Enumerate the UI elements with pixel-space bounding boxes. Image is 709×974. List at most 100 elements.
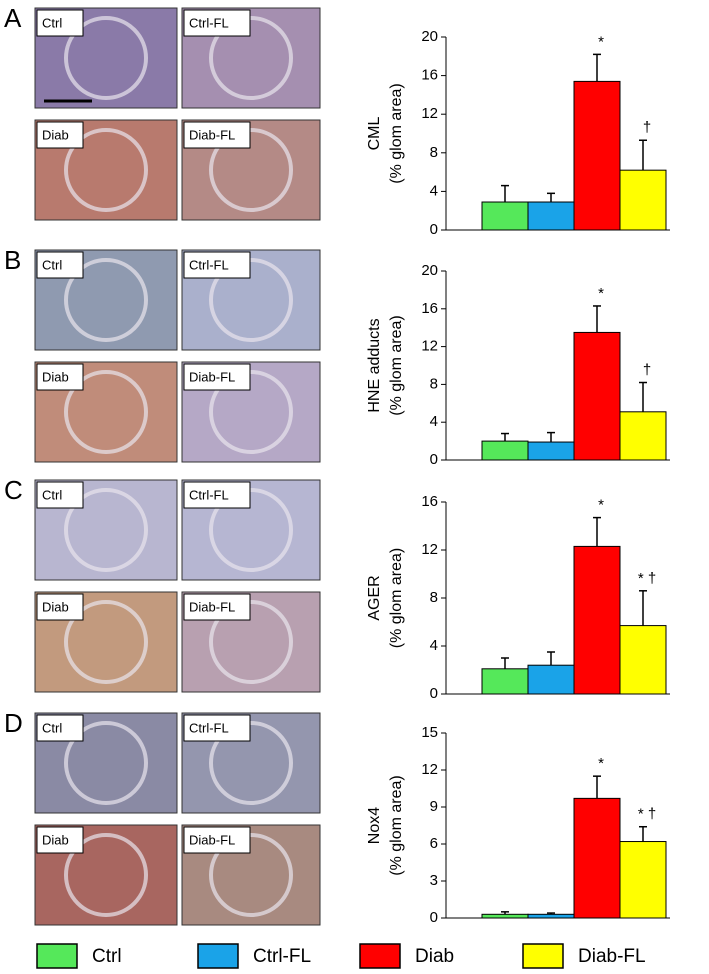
legend-label: Ctrl-FL bbox=[253, 946, 311, 967]
legend-label: Diab bbox=[415, 946, 454, 967]
y-axis-label: CML bbox=[366, 117, 383, 151]
image-label-box bbox=[183, 714, 251, 742]
glomerulus bbox=[64, 833, 148, 917]
y-tick-label: 0 bbox=[430, 909, 438, 926]
image-label-box bbox=[36, 593, 84, 621]
image-label-box bbox=[183, 121, 251, 149]
image-label: Ctrl-FL bbox=[189, 257, 229, 272]
panel-letter: D bbox=[4, 708, 23, 738]
y-tick-label: 16 bbox=[421, 67, 438, 84]
glomerulus bbox=[209, 488, 293, 572]
image-label-box bbox=[183, 826, 251, 854]
y-axis-label: Nox4 bbox=[366, 807, 383, 844]
image-label: Diab-FL bbox=[189, 369, 235, 384]
image-label: Ctrl bbox=[42, 15, 62, 30]
image-label-box bbox=[36, 714, 84, 742]
significance-mark: * † bbox=[638, 806, 656, 823]
glomerulus bbox=[209, 128, 293, 212]
glomerulus bbox=[209, 370, 293, 454]
glomerulus bbox=[64, 600, 148, 684]
image-label-box bbox=[36, 363, 84, 391]
image-label: Ctrl bbox=[42, 720, 62, 735]
legend-label: Ctrl bbox=[92, 946, 122, 967]
significance-mark: * bbox=[598, 33, 604, 50]
glomerulus bbox=[64, 16, 148, 100]
legend-label: Diab-FL bbox=[578, 946, 646, 967]
image-label-box bbox=[36, 9, 84, 37]
y-tick-label: 8 bbox=[430, 144, 438, 161]
y-tick-label: 4 bbox=[430, 182, 438, 199]
panel-letter: B bbox=[4, 245, 21, 275]
y-axis-label: (% glom area) bbox=[388, 775, 405, 875]
bar bbox=[619, 625, 667, 695]
glomerulus bbox=[209, 258, 293, 342]
bar bbox=[527, 664, 575, 695]
y-tick-label: 0 bbox=[430, 451, 438, 468]
significance-mark: † bbox=[643, 119, 651, 136]
y-axis-label: AGER bbox=[366, 575, 383, 620]
glomerulus bbox=[209, 600, 293, 684]
glomerulus bbox=[64, 721, 148, 805]
y-axis-label: (% glom area) bbox=[388, 315, 405, 415]
image-label: Diab bbox=[42, 599, 69, 614]
y-tick-label: 12 bbox=[421, 761, 438, 778]
image-label-box bbox=[183, 481, 251, 509]
bar bbox=[527, 201, 575, 231]
y-tick-label: 15 bbox=[421, 724, 438, 741]
glomerulus bbox=[209, 16, 293, 100]
y-tick-label: 12 bbox=[421, 541, 438, 558]
significance-mark: * bbox=[598, 755, 604, 772]
image-label-box bbox=[183, 363, 251, 391]
y-tick-label: 8 bbox=[430, 589, 438, 606]
image-label-box bbox=[36, 121, 84, 149]
significance-mark: * bbox=[598, 497, 604, 514]
y-tick-label: 3 bbox=[430, 872, 438, 889]
bar bbox=[481, 913, 529, 919]
y-tick-label: 20 bbox=[421, 262, 438, 279]
bar bbox=[481, 668, 529, 695]
image-label: Diab bbox=[42, 832, 69, 847]
significance-mark: † bbox=[643, 361, 651, 378]
image-label: Diab-FL bbox=[189, 599, 235, 614]
bar bbox=[619, 411, 667, 461]
y-axis-label: HNE adducts bbox=[366, 318, 383, 412]
y-tick-label: 12 bbox=[421, 338, 438, 355]
y-axis-label: (% glom area) bbox=[388, 548, 405, 648]
bar bbox=[573, 331, 621, 461]
image-label: Diab-FL bbox=[189, 127, 235, 142]
image-label-box bbox=[36, 251, 84, 279]
y-tick-label: 9 bbox=[430, 798, 438, 815]
legend-swatch bbox=[522, 943, 564, 969]
bar bbox=[527, 913, 575, 919]
glomerulus bbox=[209, 833, 293, 917]
bar bbox=[573, 797, 621, 919]
image-label-box bbox=[36, 826, 84, 854]
legend-swatch bbox=[359, 943, 401, 969]
bar bbox=[481, 440, 529, 461]
image-label-box bbox=[183, 593, 251, 621]
bar bbox=[573, 80, 621, 231]
legend-swatch bbox=[197, 943, 239, 969]
image-label: Ctrl-FL bbox=[189, 15, 229, 30]
glomerulus bbox=[64, 370, 148, 454]
image-label: Diab bbox=[42, 127, 69, 142]
y-tick-label: 16 bbox=[421, 300, 438, 317]
glomerulus bbox=[64, 128, 148, 212]
image-label: Diab-FL bbox=[189, 832, 235, 847]
bar bbox=[619, 841, 667, 919]
image-label: Diab bbox=[42, 369, 69, 384]
bar bbox=[573, 545, 621, 695]
significance-mark: * bbox=[598, 285, 604, 302]
bar bbox=[527, 441, 575, 461]
image-label-box bbox=[183, 9, 251, 37]
y-tick-label: 6 bbox=[430, 835, 438, 852]
image-label: Ctrl bbox=[42, 257, 62, 272]
image-label-box bbox=[183, 251, 251, 279]
bar bbox=[619, 169, 667, 231]
glomerulus bbox=[64, 258, 148, 342]
y-tick-label: 0 bbox=[430, 685, 438, 702]
bar bbox=[481, 201, 529, 231]
y-tick-label: 20 bbox=[421, 28, 438, 45]
y-tick-label: 0 bbox=[430, 221, 438, 238]
